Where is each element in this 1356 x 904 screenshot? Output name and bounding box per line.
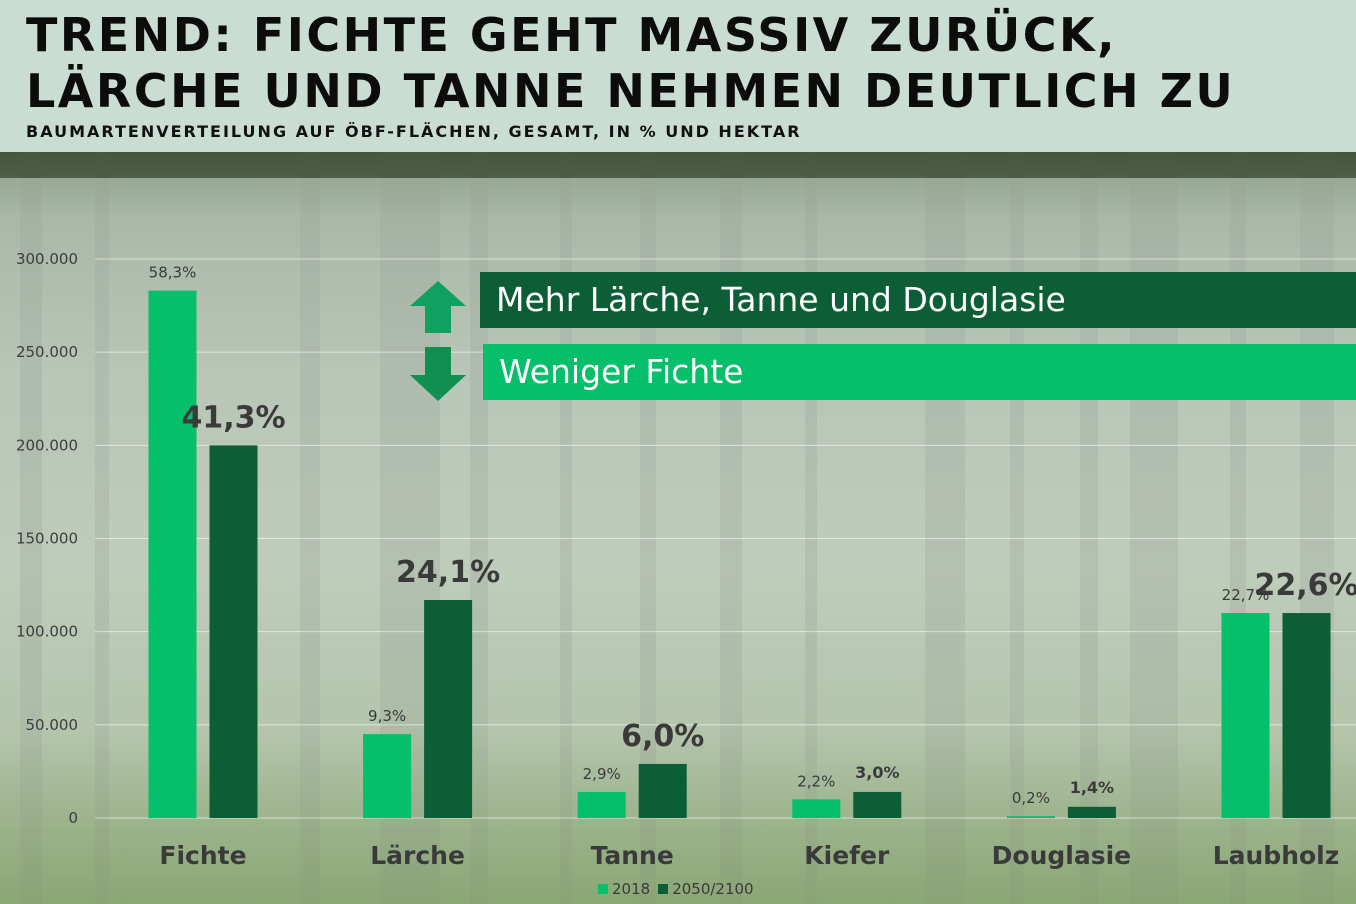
page-title-line-1: TREND: FICHTE GEHT MASSIV ZURÜCK, [26, 8, 1118, 62]
x-category-label: Tanne [591, 841, 674, 870]
bar [1221, 613, 1270, 818]
header: TREND: FICHTE GEHT MASSIV ZURÜCK, LÄRCHE… [0, 0, 1356, 152]
data-label: 1,4% [1070, 778, 1114, 797]
data-label: 2,2% [797, 772, 835, 790]
data-label: 0,2% [1012, 789, 1050, 807]
bar [577, 791, 626, 818]
y-tick-label: 200.000 [16, 436, 78, 454]
legend-item-2050: 2050/2100 [658, 880, 754, 898]
bar [1067, 806, 1116, 818]
x-category-label: Douglasie [992, 841, 1131, 870]
x-category-label: Kiefer [804, 841, 890, 870]
bar [1282, 613, 1331, 818]
y-tick-label: 300.000 [16, 250, 78, 268]
x-category-label: Laubholz [1213, 841, 1340, 870]
bar [1006, 816, 1055, 818]
data-label: 2,9% [583, 765, 621, 783]
page-title-line-2: LÄRCHE UND TANNE NEHMEN DEUTLICH ZU [26, 64, 1236, 118]
legend-swatch-2050 [658, 884, 669, 894]
arrow-up-icon [410, 281, 466, 333]
x-category-label: Fichte [159, 841, 246, 870]
bar [853, 791, 902, 818]
data-label: 24,1% [396, 555, 500, 590]
arrow-down-icon [410, 347, 466, 401]
bar [792, 799, 841, 818]
legend-label-2050: 2050/2100 [672, 880, 754, 898]
data-label: 41,3% [181, 400, 285, 435]
bar [638, 763, 687, 818]
bar [363, 734, 412, 818]
y-tick-label: 0 [68, 809, 78, 827]
page-subtitle: BAUMARTENVERTEILUNG AUF ÖBF-FLÄCHEN, GES… [26, 122, 802, 141]
x-category-label: Lärche [370, 841, 465, 870]
annotation-more-banner: Mehr Lärche, Tanne und Douglasie [480, 272, 1356, 328]
data-label: 58,3% [149, 264, 197, 282]
chart-legend: 2018 2050/2100 [598, 878, 762, 900]
legend-swatch-2018 [598, 884, 608, 894]
bar [148, 290, 197, 819]
y-tick-label: 100.000 [16, 623, 78, 641]
y-tick-label: 50.000 [26, 716, 79, 734]
y-tick-label: 150.000 [16, 530, 78, 548]
bar [424, 599, 473, 818]
legend-label-2018: 2018 [612, 880, 651, 898]
data-label: 3,0% [855, 763, 899, 782]
data-label: 22,7% [1222, 586, 1270, 604]
data-label: 6,0% [621, 719, 704, 754]
bar [209, 445, 258, 818]
y-tick-label: 250.000 [16, 343, 78, 361]
data-label: 9,3% [368, 707, 406, 725]
data-label: 22,6% [1254, 568, 1356, 603]
legend-item-2018: 2018 [598, 880, 650, 898]
annotation-less-banner: Weniger Fichte [483, 344, 1356, 400]
